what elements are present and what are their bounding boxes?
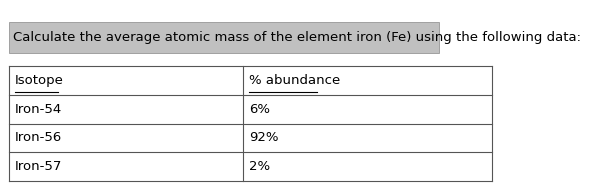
Text: 92%: 92% <box>249 131 278 145</box>
Text: % abundance: % abundance <box>249 74 340 87</box>
Text: Iron-57: Iron-57 <box>15 160 62 173</box>
Text: Isotope: Isotope <box>15 74 64 87</box>
FancyBboxPatch shape <box>9 22 439 53</box>
Text: Iron-56: Iron-56 <box>15 131 62 145</box>
Text: 2%: 2% <box>249 160 270 173</box>
Text: 6%: 6% <box>249 103 270 116</box>
Text: Iron-54: Iron-54 <box>15 103 62 116</box>
Text: Calculate the average atomic mass of the element iron (Fe) using the following d: Calculate the average atomic mass of the… <box>13 31 581 44</box>
